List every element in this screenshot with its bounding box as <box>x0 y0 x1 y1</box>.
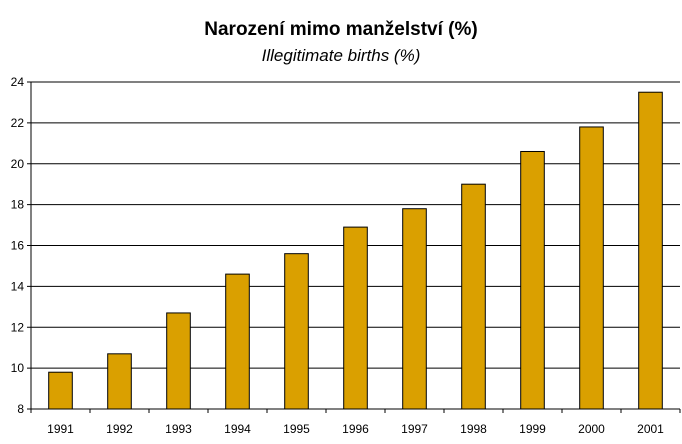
x-tick-label: 1993 <box>165 422 192 436</box>
bar <box>48 371 73 410</box>
y-tick-label: 20 <box>11 157 25 171</box>
bar <box>284 253 309 410</box>
bar <box>402 208 427 410</box>
bar <box>461 183 486 410</box>
bar <box>343 226 368 410</box>
y-tick-label: 16 <box>11 239 25 253</box>
bar <box>107 353 132 410</box>
bar <box>520 150 545 410</box>
bar <box>638 91 663 410</box>
x-tick-label: 1992 <box>106 422 133 436</box>
bar <box>225 273 250 410</box>
y-tick-label: 22 <box>11 116 25 130</box>
chart-subtitle: Illegitimate births (%) <box>261 46 421 65</box>
y-tick-label: 12 <box>11 320 25 334</box>
x-tick-label: 1991 <box>47 422 74 436</box>
x-tick-label: 1997 <box>401 422 428 436</box>
x-tick-label: 2001 <box>637 422 664 436</box>
y-tick-label: 18 <box>11 198 25 212</box>
y-tick-label: 8 <box>17 402 24 416</box>
x-tick-label: 1994 <box>224 422 251 436</box>
x-tick-label: 2000 <box>578 422 605 436</box>
x-tick-label: 1995 <box>283 422 310 436</box>
x-tick-label: 1998 <box>460 422 487 436</box>
x-tick-label: 1996 <box>342 422 369 436</box>
y-tick-label: 24 <box>11 75 25 89</box>
bar <box>579 126 604 410</box>
y-tick-label: 14 <box>11 279 25 293</box>
y-tick-label: 10 <box>11 361 25 375</box>
bar <box>166 312 191 410</box>
chart-title: Narození mimo manželství (%) <box>204 19 478 40</box>
x-tick-label: 1999 <box>519 422 546 436</box>
